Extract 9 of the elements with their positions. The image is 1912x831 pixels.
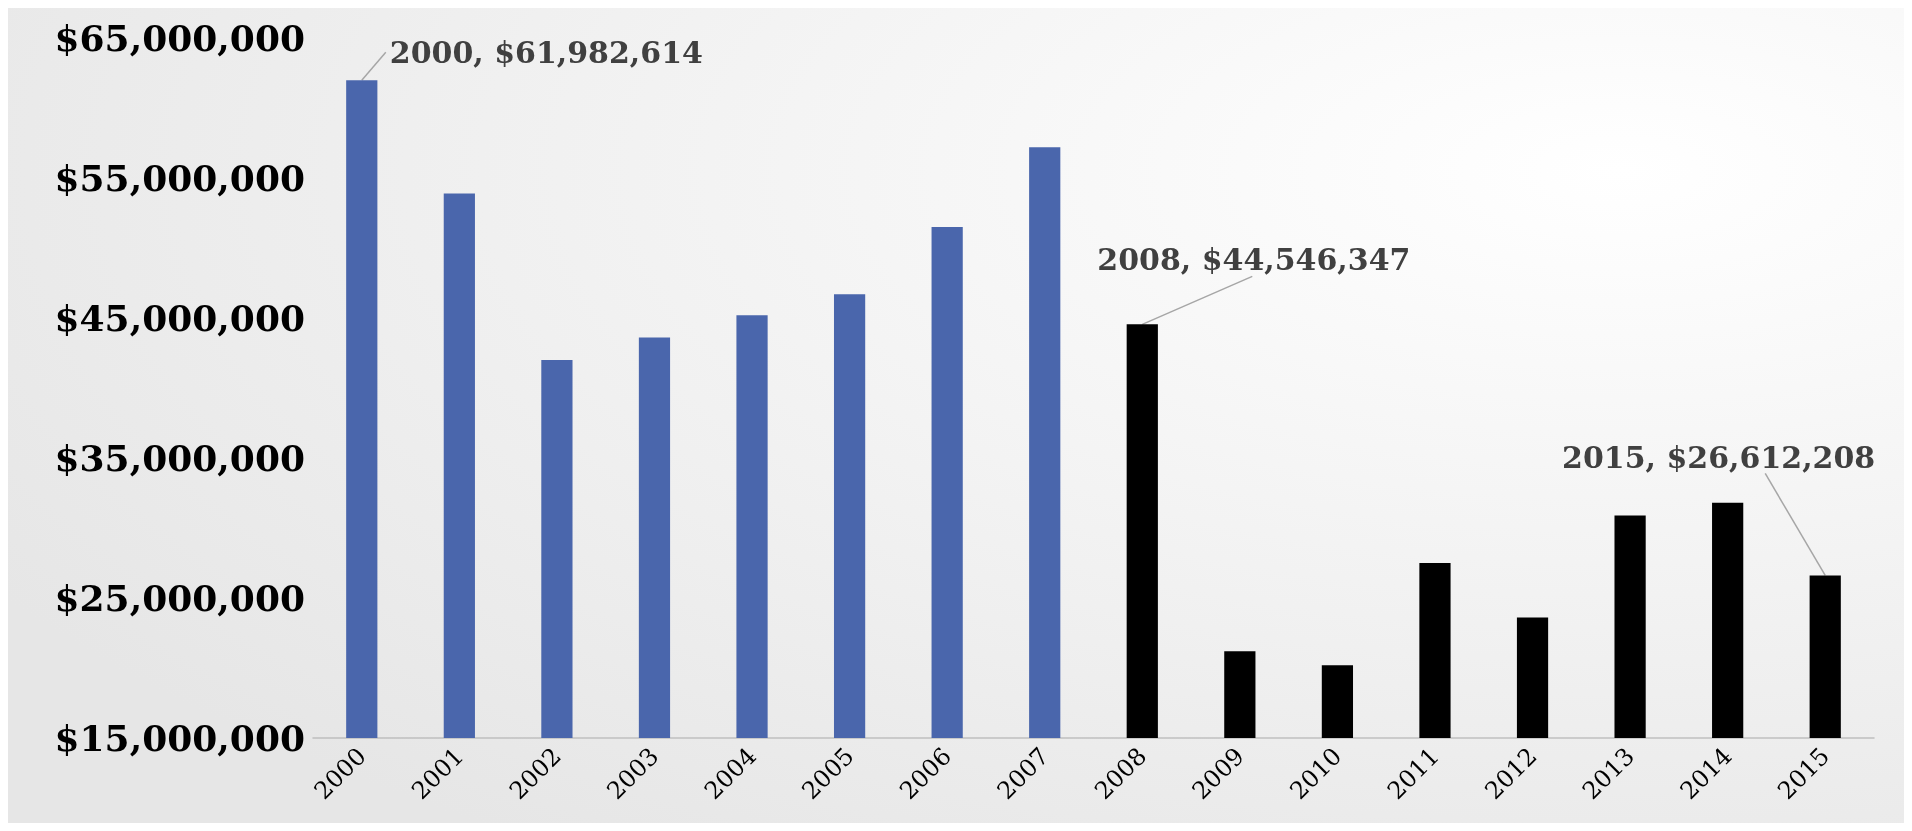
- y-tick-label: $15,000,000: [54, 717, 305, 759]
- annotation: 2015, $26,612,208: [1562, 439, 1876, 475]
- annotation: 2000, $61,982,614: [389, 34, 703, 70]
- y-tick-label: $55,000,000: [54, 157, 305, 199]
- y-tick-label: $25,000,000: [54, 577, 305, 619]
- annotation: 2008, $44,546,347: [1097, 241, 1411, 277]
- y-tick-label: $35,000,000: [54, 437, 305, 479]
- y-tick-label: $45,000,000: [54, 297, 305, 339]
- y-tick-label: $65,000,000: [54, 17, 305, 59]
